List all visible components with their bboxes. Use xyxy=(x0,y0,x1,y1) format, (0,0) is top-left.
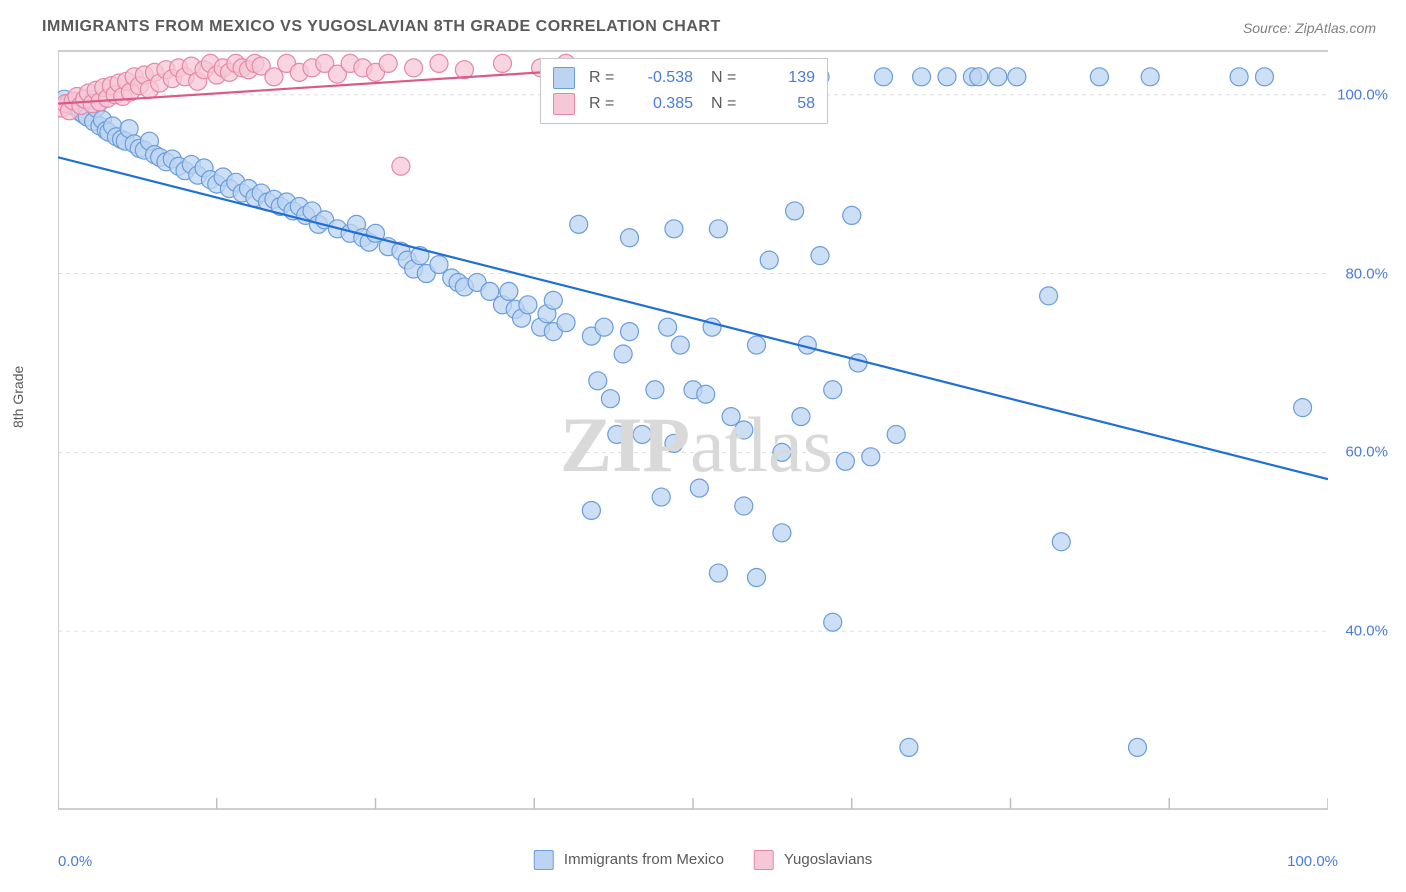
stats-row-mexico: R = -0.538 N = 139 xyxy=(553,65,815,91)
r-value-yugoslavia: 0.385 xyxy=(629,95,693,113)
chart-area xyxy=(58,50,1328,810)
stats-row-yugoslavia: R = 0.385 N = 58 xyxy=(553,91,815,117)
r-label: R = xyxy=(589,69,621,87)
chart-title: IMMIGRANTS FROM MEXICO VS YUGOSLAVIAN 8T… xyxy=(42,18,721,36)
source-label: Source: ZipAtlas.com xyxy=(1243,20,1376,36)
x-tick-max: 100.0% xyxy=(1287,853,1338,870)
n-value-yugoslavia: 58 xyxy=(751,95,815,113)
y-tick-label: 80.0% xyxy=(1345,265,1388,282)
r-label: R = xyxy=(589,95,621,113)
x-tick-min: 0.0% xyxy=(58,853,92,870)
n-value-mexico: 139 xyxy=(751,69,815,87)
swatch-yugoslavia-footer xyxy=(754,850,774,870)
stats-legend: R = -0.538 N = 139 R = 0.385 N = 58 xyxy=(540,58,828,124)
y-tick-label: 100.0% xyxy=(1337,86,1388,103)
n-label: N = xyxy=(711,95,743,113)
swatch-mexico xyxy=(553,67,575,89)
r-value-mexico: -0.538 xyxy=(629,69,693,87)
legend-label-mexico: Immigrants from Mexico xyxy=(564,851,724,868)
y-tick-label: 60.0% xyxy=(1345,444,1388,461)
swatch-mexico-footer xyxy=(534,850,554,870)
legend-item-yugoslavia: Yugoslavians xyxy=(754,850,872,870)
n-label: N = xyxy=(711,69,743,87)
legend-item-mexico: Immigrants from Mexico xyxy=(534,850,724,870)
legend-label-yugoslavia: Yugoslavians xyxy=(784,851,872,868)
y-tick-label: 40.0% xyxy=(1345,623,1388,640)
footer-legend: Immigrants from Mexico Yugoslavians xyxy=(534,850,873,870)
scatter-plot xyxy=(58,50,1328,810)
y-axis-label: 8th Grade xyxy=(10,366,26,428)
swatch-yugoslavia xyxy=(553,93,575,115)
